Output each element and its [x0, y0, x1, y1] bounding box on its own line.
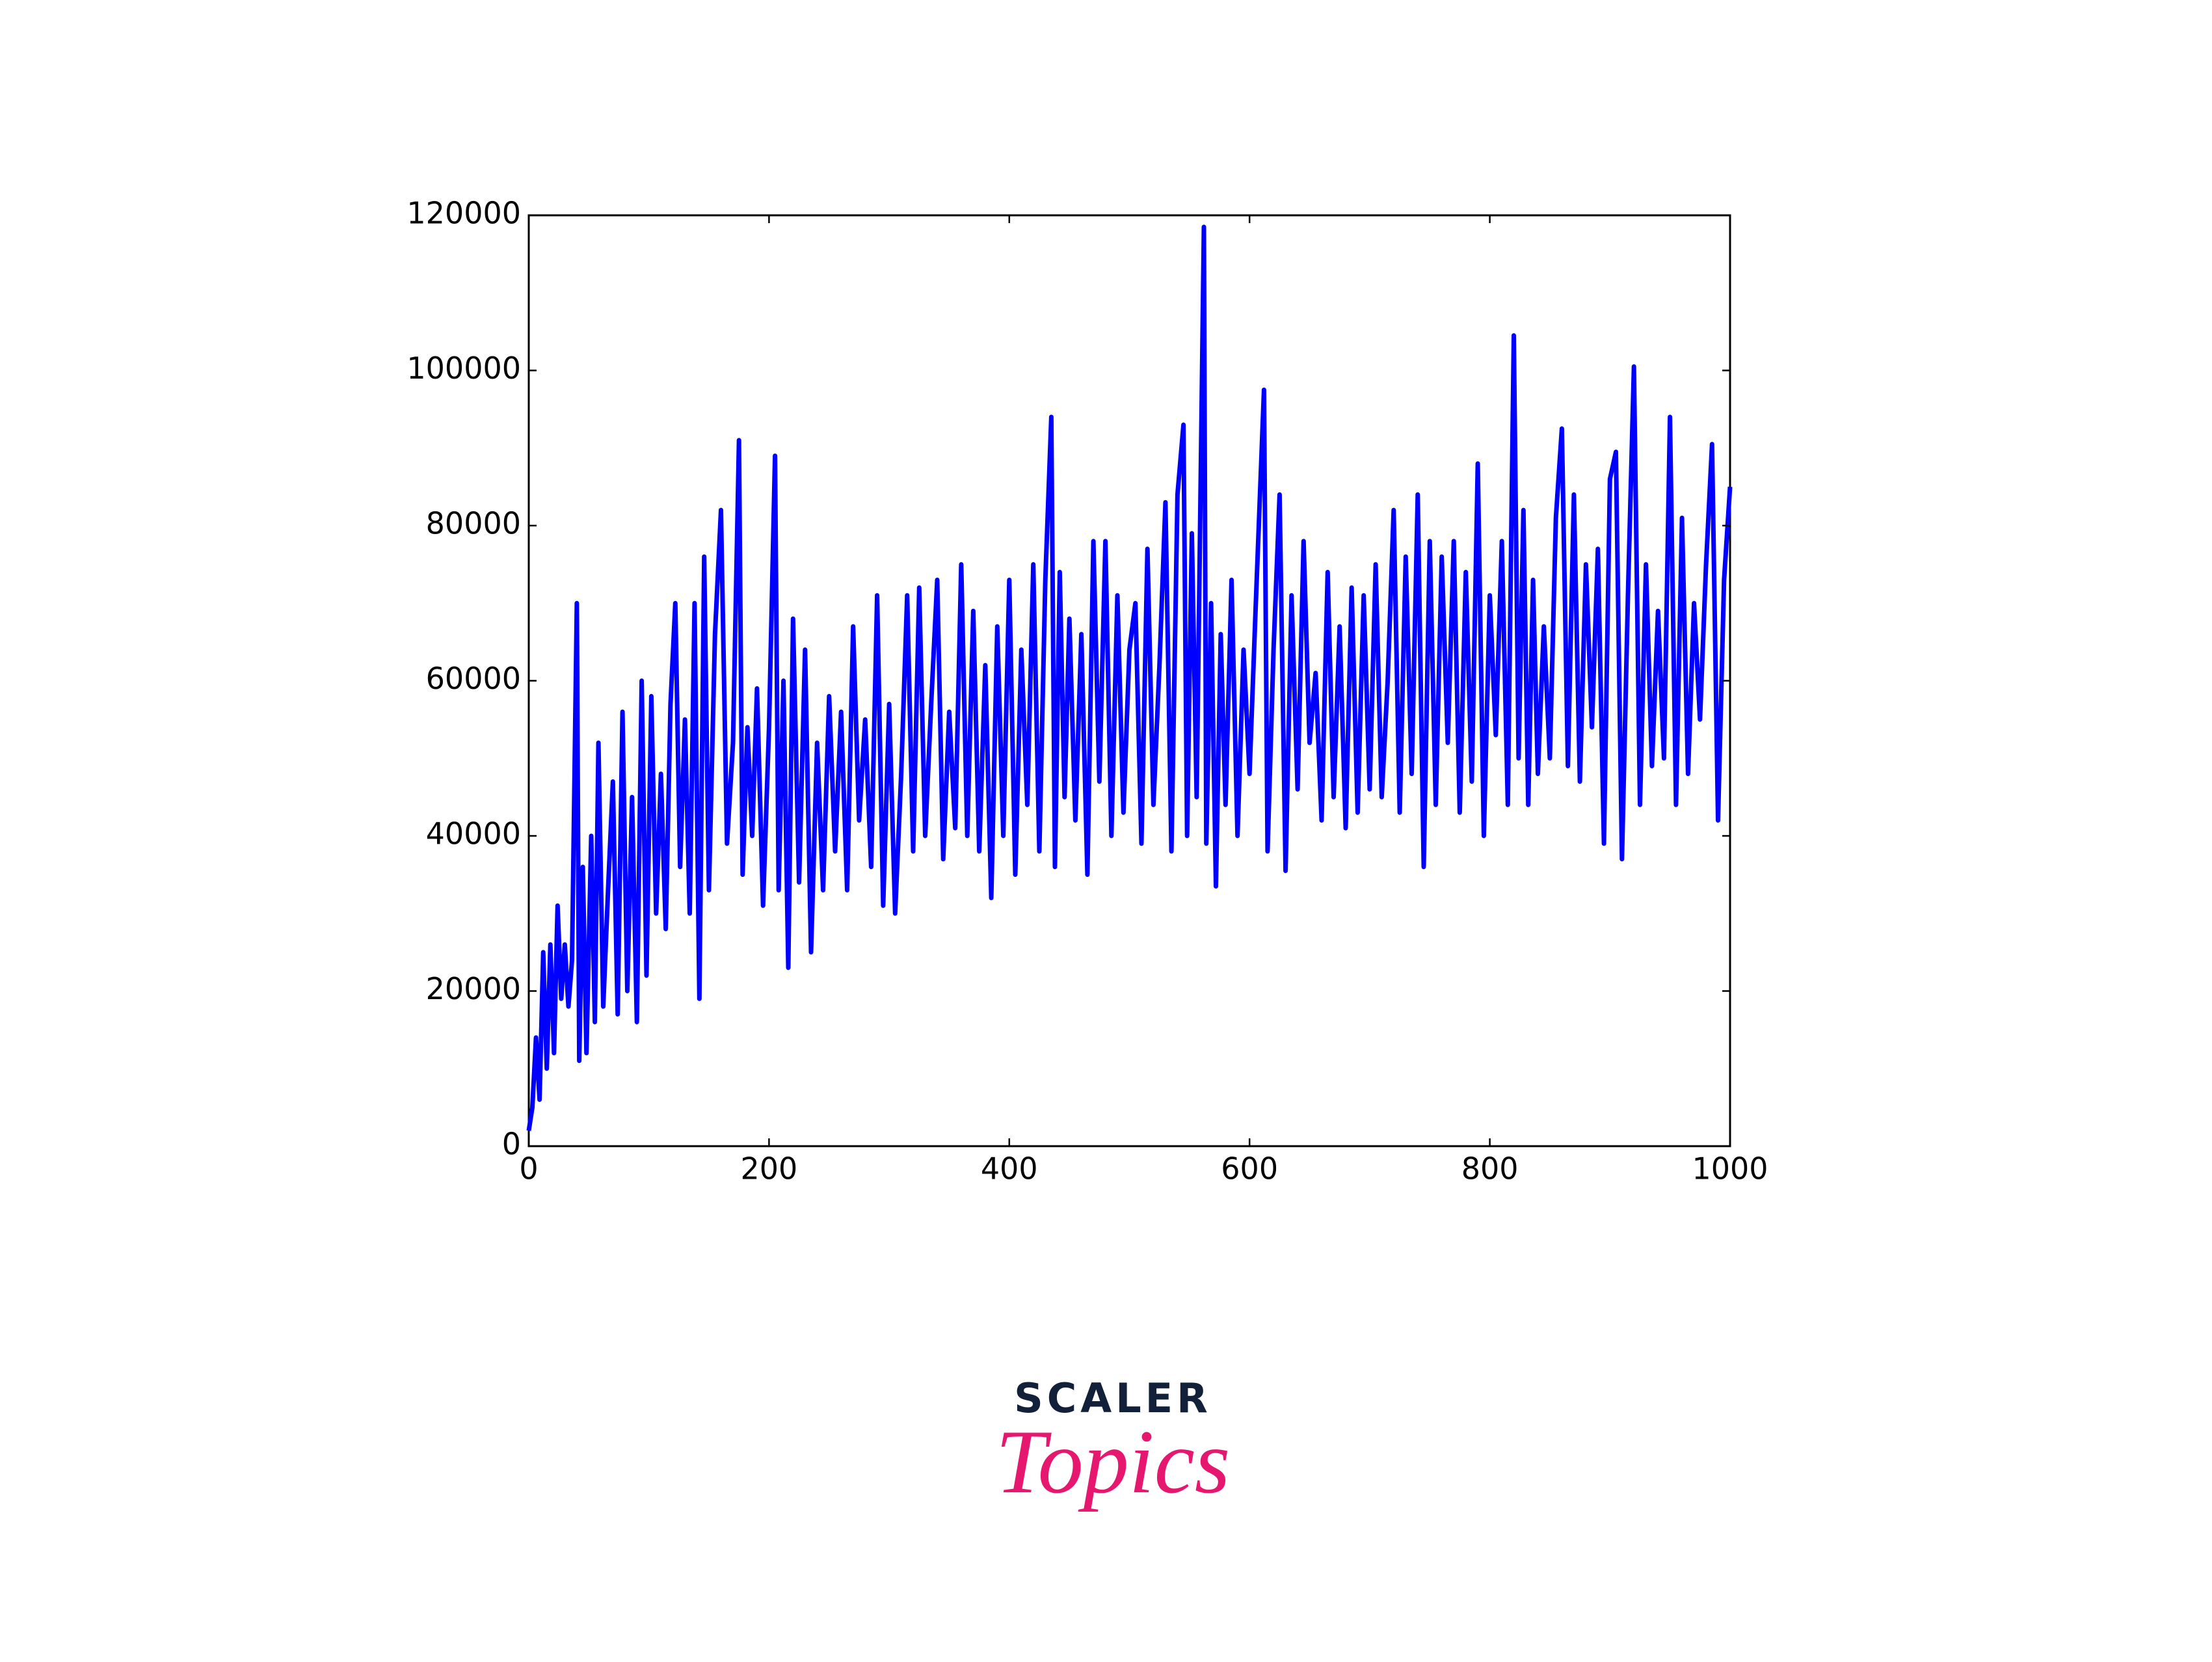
y-tick-label: 100000 [406, 351, 521, 386]
x-tick-label: 0 [519, 1151, 538, 1186]
x-tick-label: 200 [740, 1151, 797, 1186]
y-tick-label: 80000 [426, 506, 521, 541]
logo-topics: Topics [996, 1412, 1231, 1512]
y-tick-label: 60000 [426, 661, 521, 696]
y-tick-label: 0 [502, 1127, 521, 1162]
logo-scaler: SCALER [1014, 1374, 1212, 1422]
x-tick-label: 600 [1221, 1151, 1278, 1186]
data-line [526, 224, 1733, 1131]
x-tick-label: 1000 [1692, 1151, 1768, 1186]
plot-area [526, 224, 1733, 1131]
x-tick-label: 800 [1461, 1151, 1519, 1186]
y-tick-label: 40000 [426, 816, 521, 851]
y-tick-label: 120000 [406, 196, 521, 231]
y-tick-label: 20000 [426, 971, 521, 1006]
x-tick-label: 400 [981, 1151, 1038, 1186]
